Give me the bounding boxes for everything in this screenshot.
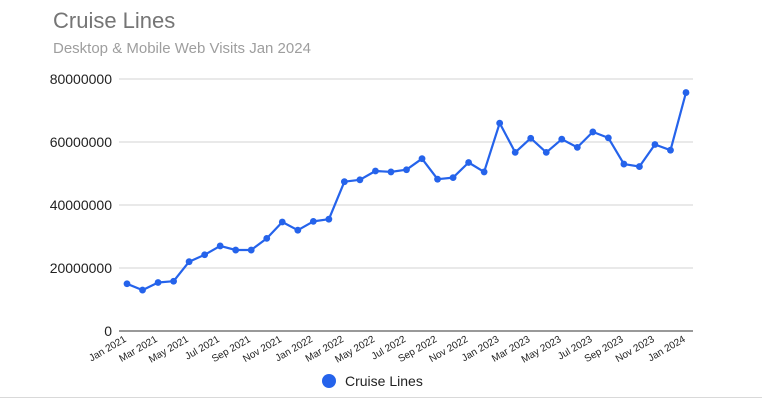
- data-point: [278, 218, 286, 226]
- data-point: [263, 234, 271, 242]
- data-point: [434, 175, 441, 183]
- legend: Cruise Lines: [322, 373, 423, 389]
- y-tick-label: 80000000: [50, 71, 113, 87]
- data-point: [651, 141, 659, 148]
- data-point: [123, 280, 131, 288]
- chart-subtitle: Desktop & Mobile Web Visits Jan 2024: [53, 40, 311, 57]
- data-point: [573, 143, 581, 151]
- data-point: [496, 119, 504, 127]
- data-point: [527, 134, 535, 142]
- data-point: [247, 246, 255, 254]
- data-point: [604, 134, 612, 142]
- data-point: [511, 148, 519, 156]
- data-point: [449, 174, 457, 181]
- data-point: [480, 168, 488, 176]
- series-line: [126, 92, 688, 292]
- data-point: [589, 128, 597, 136]
- data-point: [667, 146, 674, 154]
- data-point: [170, 277, 177, 285]
- data-point: [216, 242, 224, 250]
- legend-label: Cruise Lines: [345, 373, 423, 389]
- data-point: [558, 135, 566, 143]
- data-point: [294, 226, 302, 234]
- data-point: [465, 159, 473, 166]
- data-point: [309, 217, 317, 225]
- legend-marker-icon: [322, 374, 336, 388]
- data-point: [185, 258, 193, 266]
- data-point: [682, 89, 690, 96]
- data-point: [356, 176, 364, 184]
- y-tick-label: 40000000: [50, 197, 113, 213]
- data-point: [636, 163, 643, 170]
- y-tick-label: 0: [104, 323, 112, 339]
- data-point: [403, 166, 410, 174]
- data-point: [325, 215, 333, 223]
- chart-title: Cruise Lines: [53, 8, 176, 33]
- data-point: [139, 286, 146, 294]
- data-point: [372, 167, 379, 175]
- data-point: [340, 178, 348, 186]
- y-tick-label: 60000000: [50, 134, 113, 150]
- data-point: [387, 168, 395, 176]
- data-point: [201, 251, 209, 259]
- y-tick-label: 20000000: [50, 260, 113, 276]
- data-point: [418, 155, 426, 163]
- data-point: [620, 160, 628, 168]
- data-point: [232, 246, 240, 254]
- data-point: [542, 148, 550, 156]
- data-point: [154, 279, 162, 286]
- bottom-divider: [0, 397, 762, 398]
